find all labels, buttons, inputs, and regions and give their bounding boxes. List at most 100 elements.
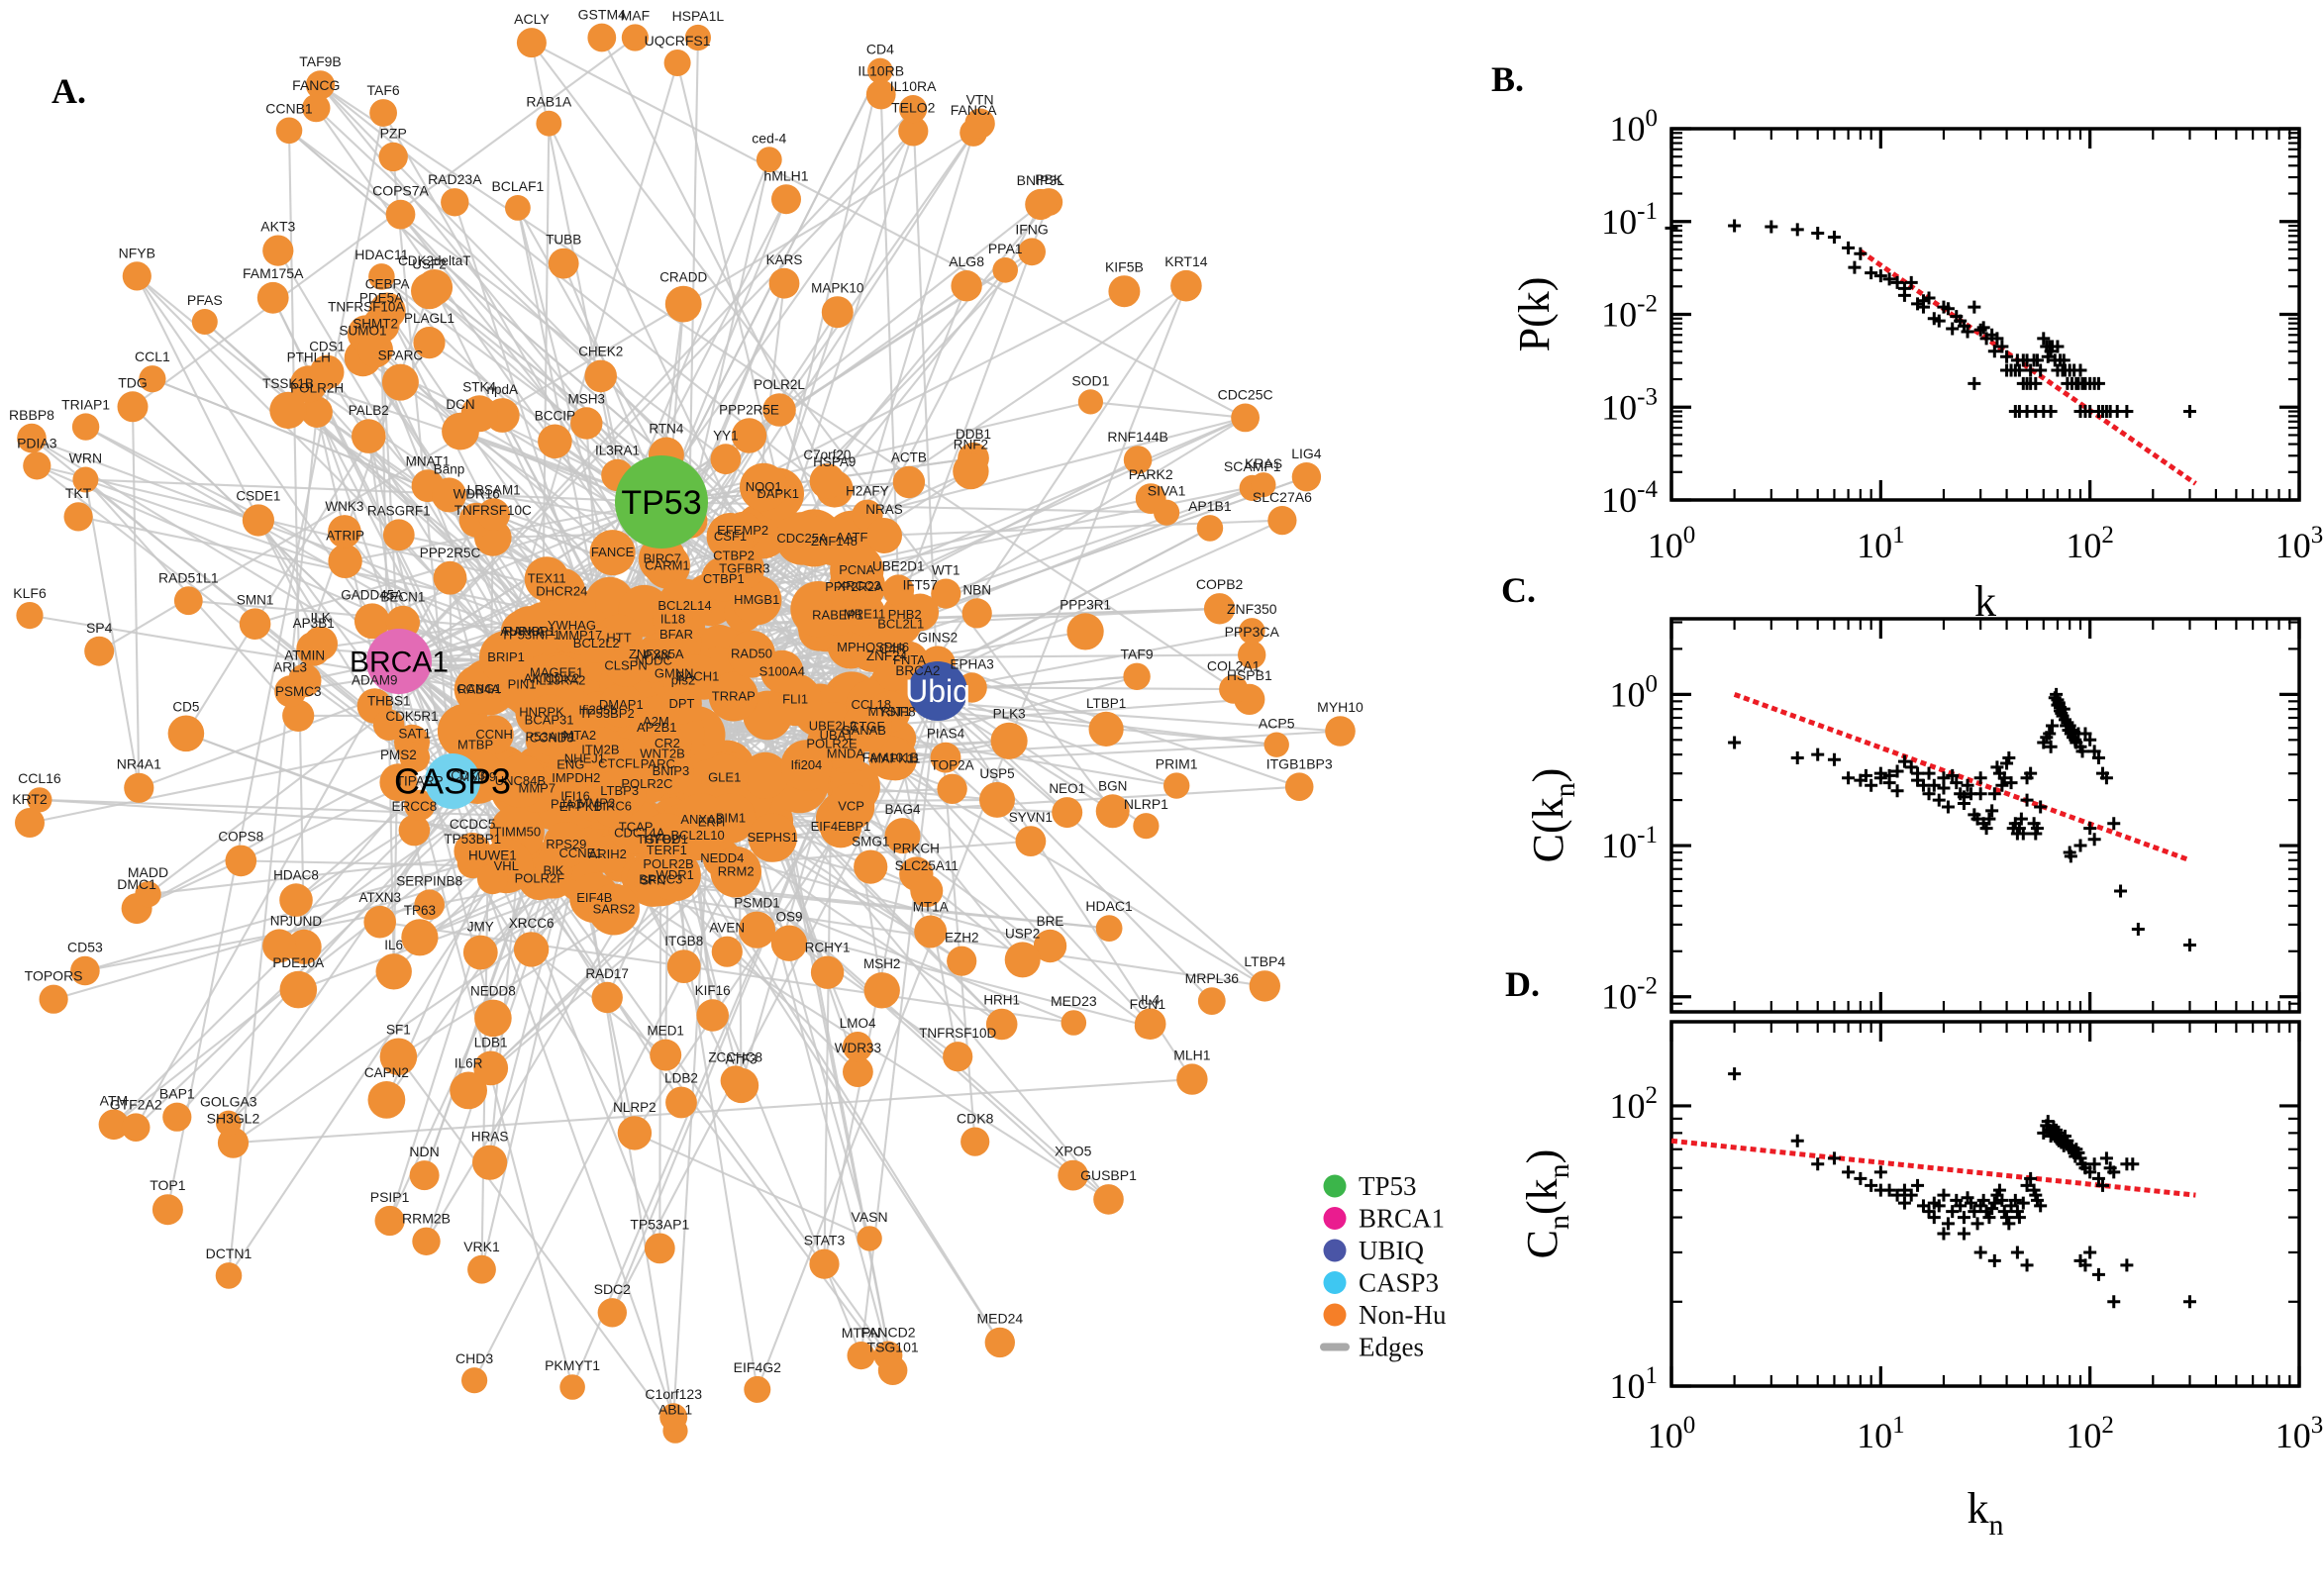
network-node-label: VCP [838,799,864,814]
network-node [1033,929,1067,963]
network-node-label: CTBP1 [703,571,745,586]
network-node-label: SFN [641,872,666,887]
network-node-label: WDR16 [454,487,500,502]
network-node-label: BIRC6 [594,799,632,814]
network-node [1197,987,1226,1015]
network-node [477,863,508,895]
network-node [708,671,758,722]
network-node-label: PHB2 [888,607,922,622]
network-node [381,363,419,401]
network-node [191,309,218,335]
network-node [742,751,789,799]
network-node-label: PSMD1 [734,896,780,911]
network-node [597,1298,627,1328]
network-node-label: CRADD [659,270,707,285]
network-node [649,848,701,902]
legend-swatch-ubiq [1323,1239,1347,1262]
network-node [990,722,1028,759]
network-node-label: FANCG [292,77,340,93]
network-node-label: SP4 [86,620,113,636]
network-node-label: MAPK11 [870,751,920,766]
network-node [1238,641,1266,669]
network-node-label: SMG1 [852,835,889,849]
fit-line-B [1859,249,2197,486]
network-node-label: DMAP1 [599,697,644,712]
ytick-label-B: 10-1 [1601,198,1658,242]
network-node-label: CDK2 [545,670,579,685]
network-node-label: FLI1 [782,692,808,707]
network-node [857,1226,882,1251]
network-node [843,1056,873,1087]
network-node [379,763,418,802]
network-node [632,639,676,683]
network-edge [135,660,400,1129]
network-node-label: ZNF350 [1227,601,1277,617]
network-node-label: HUWE1 [468,848,517,862]
network-node-label: MED23 [1051,993,1097,1009]
network-edge [379,921,1074,1025]
network-node-label: BCL2L1 [877,617,924,632]
network-node [696,999,729,1032]
network-node [1239,618,1265,645]
network-node-label: CD4 [866,42,894,57]
network-node [368,263,395,290]
network-node-label: PLAGL1 [404,311,454,326]
network-node [1018,238,1046,266]
legend-swatch-brca1 [1323,1207,1347,1230]
network-node [842,701,892,752]
network-node [740,462,788,512]
network-node-label: DMC1 [117,876,156,892]
network-node [305,70,336,100]
network-node-label: EPHA3 [950,656,993,671]
network-node-label: PDE5A [359,291,403,306]
network-node [1108,275,1141,308]
network-node-labels: MPHOSPH6 MNDA Ifi205b POLR2B POLR2C POLR2E POL… [9,7,1364,1418]
ytick-label-B: 10-2 [1601,291,1658,335]
network-node-label: LTBP3 [600,783,639,798]
network-node [880,603,922,646]
network-node-label: YY1 [713,428,739,443]
network-edge [398,268,1006,662]
network-node [413,327,446,359]
network-node [256,281,289,314]
network-edge [319,84,662,503]
network-node-label: TNFRSF10D [919,1026,996,1041]
network-node [937,773,967,804]
network-panel: A. MPHOSPH6 MNDA Ifi205b POLR2B POLR2C POLR2E… [9,7,1446,1444]
network-node [1058,1159,1089,1191]
network-node [587,23,617,52]
network-node-label: CCL18 [851,697,890,712]
network-node-label: SDC2 [594,1281,632,1297]
network-node [884,818,921,854]
network-node [1004,942,1041,978]
network-node [1325,716,1356,747]
network-node-label: LDB1 [474,1036,508,1050]
network-node-label: ILK [310,611,330,626]
network-node [538,424,572,459]
legend-swatch-non-hub-nodes [1323,1303,1347,1327]
network-node-label: BGN [1098,778,1127,793]
ytick-label-B: 10-3 [1601,383,1658,427]
network-node-label: PDIA3 [17,435,57,450]
network-node-label: PDE10A [272,955,324,970]
legend-label: UBIQ [1359,1236,1424,1265]
network-node-label: TIMM50 [493,824,541,839]
network-node-label: LMO4 [840,1016,876,1031]
network-node [72,466,99,493]
network-node-label: ZNF148 [811,534,858,549]
network-node-label: CDS1 [309,340,345,354]
network-node [771,184,801,215]
network-node-label: PPP3CA [1225,624,1280,640]
network-node [399,742,431,773]
network-node-label: CEBPA [365,277,410,292]
network-node-label: IMPDH2 [552,770,600,785]
hub-label-ubiq: Ubiq [905,673,970,709]
network-node-label: HNRPK [519,704,564,719]
network-node [409,1160,440,1191]
network-node [617,1116,653,1150]
network-node-label: IL13RA2 [536,673,586,688]
network-node-label: BECN1 [380,590,425,605]
network-node [462,935,498,970]
network-node-label: NFYB [119,245,155,260]
network-edge [135,740,545,1129]
